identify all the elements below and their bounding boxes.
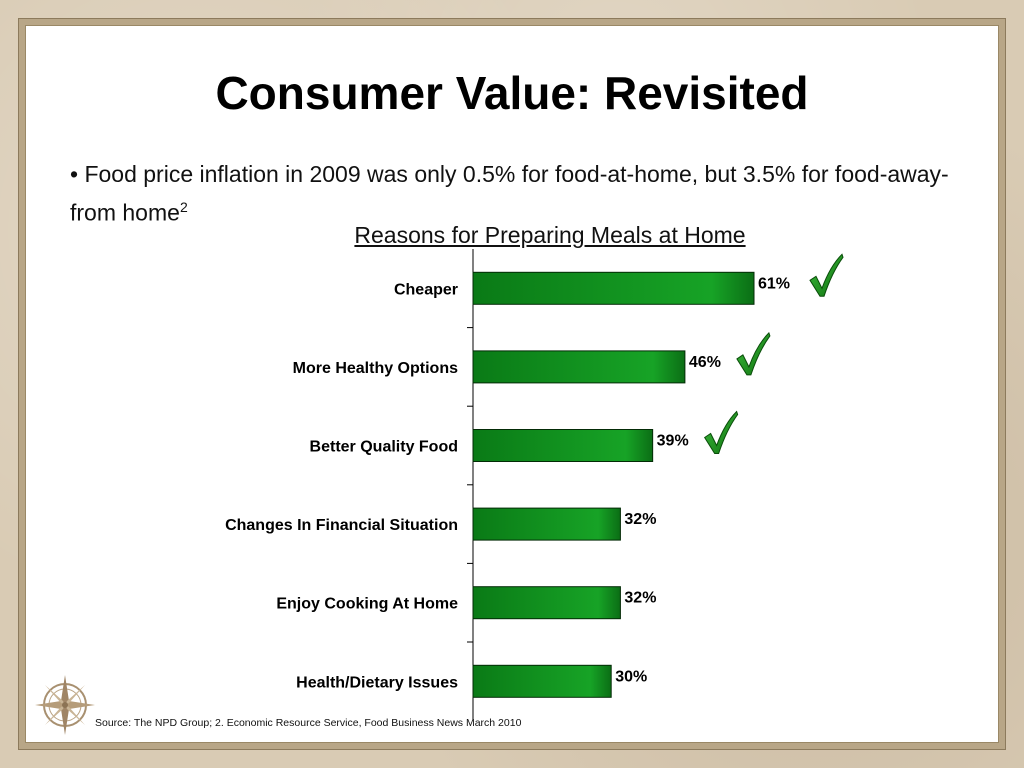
footnote-marker: 2	[179, 199, 188, 215]
slide-canvas	[25, 25, 999, 743]
bar-5	[472, 664, 612, 698]
green-checkmark-icon	[703, 410, 739, 454]
slide-frame	[18, 18, 1006, 750]
slide-title: Consumer Value: Revisited	[215, 67, 809, 119]
bullet-point: • Food price inflation in 2009 was only …	[70, 158, 950, 230]
source-note: Source: The NPD Group; 2. Economic Resou…	[95, 717, 522, 729]
category-label: Changes In Financial Situation	[225, 517, 458, 534]
value-label: 61%	[758, 275, 790, 292]
green-checkmark-icon	[736, 331, 771, 376]
chart-title: Reasons for Preparing Meals at Home	[354, 222, 746, 248]
value-label: 30%	[615, 668, 647, 685]
value-label: 46%	[689, 354, 721, 371]
bar-1	[472, 350, 686, 384]
category-label: Enjoy Cooking At Home	[276, 596, 458, 613]
bar-2	[472, 429, 654, 462]
bar-4	[472, 586, 621, 620]
bar-3	[472, 507, 621, 541]
compass-rose-icon	[35, 675, 95, 735]
value-label: 39%	[657, 433, 689, 450]
value-label: 32%	[624, 590, 656, 607]
category-label: More Healthy Options	[293, 360, 458, 377]
category-label: Health/Dietary Issues	[296, 674, 458, 691]
bullet-text: Food price inflation in 2009 was only 0.…	[70, 161, 949, 226]
category-label: Cheaper	[394, 281, 458, 298]
green-checkmark-icon	[809, 253, 844, 297]
value-label: 32%	[624, 511, 656, 528]
category-label: Better Quality Food	[310, 439, 458, 456]
bullet-dot: •	[70, 161, 79, 187]
bar-0	[472, 271, 755, 305]
